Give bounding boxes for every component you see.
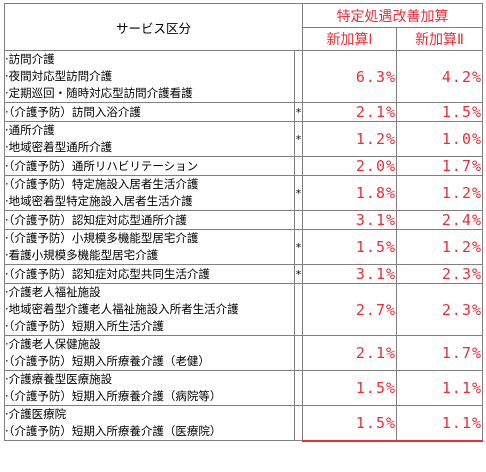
service-name: ·（介護予防）短期入所療養介護（病院等） <box>5 389 222 403</box>
service-name: ·地域密着型介護老人福祉施設入所者生活介護 <box>5 302 239 316</box>
rate1-value: 2.1% <box>302 102 398 122</box>
table-row: ·訪問介護 ·夜間対応型訪問介護 ·定期巡回・随時対応型訪問介護看護 6.3% 4.2% <box>4 50 484 103</box>
service-name: ·夜間対応型訪問介護 <box>5 69 113 83</box>
rate1-value: 2.1% <box>302 335 398 371</box>
service-cell: ·介護老人保健施設 ·（介護予防）短期入所療養介護（老健） <box>4 335 295 371</box>
service-name: ·看護小規模多機能型居宅介護 <box>5 248 159 262</box>
table-body: ·訪問介護 ·夜間対応型訪問介護 ·定期巡回・随時対応型訪問介護看護 6.3% 4.2%… <box>4 50 484 442</box>
rate2-value: 1.5% <box>396 102 484 122</box>
group-title-header: 特定処遇改善加算 <box>302 3 484 28</box>
table-row: ·（介護予防）小規模多機能型居宅介護 ·看護小規模多機能型居宅介護 * 1.5% 1.2… <box>4 229 484 265</box>
service-name: ·介護医療院 <box>5 407 67 421</box>
asterisk-mark <box>293 50 304 103</box>
service-name: ·介護老人保健施設 <box>5 337 101 351</box>
rate2-value: 1.7% <box>396 335 484 371</box>
service-name: ·介護療養型医療施設 <box>5 372 113 386</box>
rate2-value: 2.3% <box>396 264 484 284</box>
rate2-value: 1.1% <box>396 370 484 406</box>
table-row: ·（介護予防）認知症対応型共同生活介護 * 3.1% 2.3% <box>4 264 484 284</box>
service-cell: ·介護老人福祉施設 ·地域密着型介護老人福祉施設入所者生活介護 ·（介護予防）短期入… <box>4 283 295 336</box>
service-cell: ·（介護予防）訪問入浴介護 <box>4 102 295 122</box>
service-cell: ·（介護予防）小規模多機能型居宅介護 ·看護小規模多機能型居宅介護 <box>4 229 295 265</box>
rate2-value: 1.1% <box>396 405 484 442</box>
table-row: ·介護医療院 ·（介護予防）短期入所療養介護（医療院） 1.5% 1.1% <box>4 405 484 442</box>
service-cell: ·（介護予防）通所リハビリテーション <box>4 156 295 176</box>
asterisk-mark <box>293 210 304 230</box>
service-name: ·（介護予防）小規模多機能型居宅介護 <box>5 231 199 245</box>
asterisk-mark <box>293 370 304 406</box>
rate1-header: 新加算Ⅰ <box>302 27 398 51</box>
service-name: ·（介護予防）特定施設入居者生活介護 <box>5 177 199 191</box>
rate2-value: 1.2% <box>396 229 484 265</box>
asterisk-mark: * <box>293 175 304 211</box>
service-name: ·地域密着型特定施設入居者生活介護 <box>5 194 193 208</box>
rate2-value: 1.7% <box>396 156 484 176</box>
service-name: ·訪問介護 <box>5 52 55 66</box>
rate2-value: 2.4% <box>396 210 484 230</box>
rate1-value: 3.1% <box>302 264 398 284</box>
table-row: ·（介護予防）特定施設入居者生活介護 ·地域密着型特定施設入居者生活介護 * 1.8%… <box>4 175 484 211</box>
rate2-value: 2.3% <box>396 283 484 336</box>
asterisk-mark <box>293 405 304 441</box>
service-name: ·（介護予防）訪問入浴介護 <box>5 104 141 119</box>
service-cell: ·（介護予防）認知症対応型共同生活介護 <box>4 264 295 284</box>
service-cell: ·介護療養型医療施設 ·（介護予防）短期入所療養介護（病院等） <box>4 370 295 406</box>
service-cell: ·通所介護 ·地域密着型通所介護 <box>4 121 295 157</box>
table-row: ·（介護予防）認知症対応型通所介護 3.1% 2.4% <box>4 210 484 230</box>
asterisk-mark: * <box>293 229 304 265</box>
service-name: ·（介護予防）通所リハビリテーション <box>5 158 199 173</box>
service-name: ·（介護予防）認知症対応型共同生活介護 <box>5 266 210 281</box>
rate2-header: 新加算Ⅱ <box>396 27 484 51</box>
service-name: ·（介護予防）短期入所療養介護（老健） <box>5 354 210 368</box>
rates-table: サービス区分 特定処遇改善加算 新加算Ⅰ 新加算Ⅱ ·訪問介護 ·夜間対応型訪問介… <box>3 3 484 442</box>
table-row: ·通所介護 ·地域密着型通所介護 * 1.2% 1.0% <box>4 121 484 157</box>
service-cell: ·訪問介護 ·夜間対応型訪問介護 ·定期巡回・随時対応型訪問介護看護 <box>4 50 295 103</box>
rate2-value: 1.2% <box>396 175 484 211</box>
rate1-value: 1.5% <box>302 370 398 406</box>
table-row: ·（介護予防）通所リハビリテーション 2.0% 1.7% <box>4 156 484 176</box>
service-cell: ·（介護予防）特定施設入居者生活介護 ·地域密着型特定施設入居者生活介護 <box>4 175 295 211</box>
service-name: ·地域密着型通所介護 <box>5 140 113 154</box>
rate1-value: 1.8% <box>302 175 398 211</box>
rate1-value: 1.5% <box>302 229 398 265</box>
table-row: ·（介護予防）訪問入浴介護 * 2.1% 1.5% <box>4 102 484 122</box>
asterisk-mark <box>293 283 304 336</box>
rate1-value: 1.2% <box>302 121 398 157</box>
service-name: ·定期巡回・随時対応型訪問介護看護 <box>5 86 193 100</box>
service-name: ·（介護予防）短期入所生活介護 <box>5 319 164 333</box>
service-cell: ·介護医療院 ·（介護予防）短期入所療養介護（医療院） <box>4 405 295 441</box>
rate1-value: 1.5% <box>302 405 398 442</box>
asterisk-mark: * <box>293 121 304 157</box>
rate2-value: 1.0% <box>396 121 484 157</box>
service-name: ·（介護予防）短期入所療養介護（医療院） <box>5 424 222 438</box>
asterisk-mark: * <box>293 102 304 122</box>
rate1-value: 3.1% <box>302 210 398 230</box>
asterisk-mark: * <box>293 264 304 284</box>
asterisk-mark <box>293 335 304 371</box>
rate1-value: 2.0% <box>302 156 398 176</box>
service-name: ·介護老人福祉施設 <box>5 285 101 299</box>
rate1-value: 2.7% <box>302 283 398 336</box>
table-row: ·介護療養型医療施設 ·（介護予防）短期入所療養介護（病院等） 1.5% 1.1% <box>4 370 484 406</box>
service-name: ·（介護予防）認知症対応型通所介護 <box>5 212 187 227</box>
table-row: ·介護老人保健施設 ·（介護予防）短期入所療養介護（老健） 2.1% 1.7% <box>4 335 484 371</box>
rate1-value: 6.3% <box>302 50 398 103</box>
table-row: ·介護老人福祉施設 ·地域密着型介護老人福祉施設入所者生活介護 ·（介護予防）短期入… <box>4 283 484 336</box>
service-name: ·通所介護 <box>5 123 55 137</box>
service-category-header: サービス区分 <box>3 3 304 51</box>
asterisk-mark <box>293 156 304 176</box>
service-cell: ·（介護予防）認知症対応型通所介護 <box>4 210 295 230</box>
rate2-value: 4.2% <box>396 50 484 103</box>
